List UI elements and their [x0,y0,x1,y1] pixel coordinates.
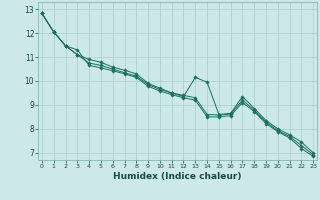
X-axis label: Humidex (Indice chaleur): Humidex (Indice chaleur) [113,172,242,181]
